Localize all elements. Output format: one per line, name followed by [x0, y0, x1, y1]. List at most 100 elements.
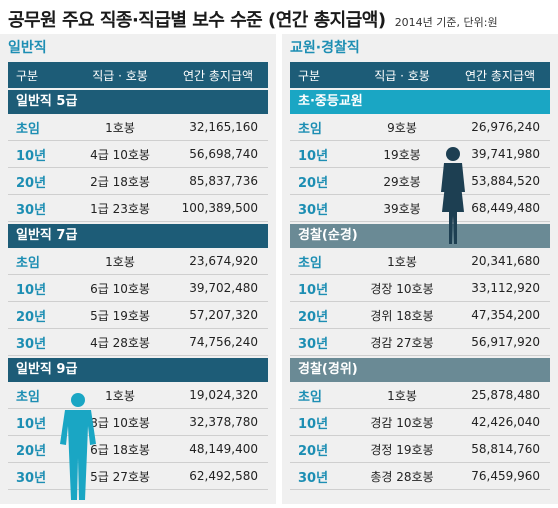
row-amount: 74,756,240	[189, 335, 258, 349]
row-label: 초임	[16, 389, 40, 405]
col-grade: 직급 · 호봉	[374, 68, 430, 83]
table-row: 20년 경위 18호봉 47,354,200	[290, 302, 550, 329]
row-grade: 총경 28호봉	[370, 469, 434, 484]
row-amount: 42,426,040	[471, 415, 540, 429]
table-row: 20년 5급 19호봉 57,207,320	[8, 302, 268, 329]
row-grade: 4급 10호봉	[90, 147, 150, 162]
row-grade: 경정 19호봉	[370, 442, 434, 457]
row-amount: 76,459,960	[471, 469, 540, 483]
row-amount: 20,341,680	[471, 254, 540, 268]
table-row: 초임 1호봉 23,674,920	[8, 248, 268, 275]
row-amount: 53,884,520	[471, 174, 540, 188]
row-grade: 9호봉	[387, 120, 417, 135]
table-row: 10년 19호봉 39,741,980	[290, 141, 550, 168]
row-label: 30년	[16, 470, 47, 486]
row-grade: 5급 27호봉	[90, 469, 150, 484]
row-amount: 39,741,980	[471, 147, 540, 161]
table-row: 30년 39호봉 68,449,480	[290, 195, 550, 222]
table-row: 초임 1호봉 20,341,680	[290, 248, 550, 275]
row-grade: 경위 18호봉	[370, 308, 434, 323]
section-title: 일반직 7급	[8, 224, 268, 248]
row-label: 30년	[298, 202, 329, 218]
table-row: 20년 경정 19호봉 58,814,760	[290, 436, 550, 463]
row-grade: 6급 18호봉	[90, 442, 150, 457]
row-amount: 58,814,760	[471, 442, 540, 456]
header: 공무원 주요 직종·직급별 보수 수준 (연간 총지급액) 2014년 기준, …	[8, 6, 550, 32]
row-grade: 19호봉	[383, 147, 421, 162]
row-amount: 57,207,320	[189, 308, 258, 322]
table-row: 초임 1호봉 19,024,320	[8, 382, 268, 409]
column-header: 구분 직급 · 호봉 연간 총지급액	[290, 62, 550, 88]
row-label: 10년	[16, 282, 47, 298]
row-label: 초임	[298, 121, 322, 137]
row-grade: 8급 10호봉	[90, 415, 150, 430]
table-row: 30년 1급 23호봉 100,389,500	[8, 195, 268, 222]
row-amount: 32,378,780	[189, 415, 258, 429]
row-label: 초임	[298, 255, 322, 271]
row-amount: 32,165,160	[189, 120, 258, 134]
row-label: 20년	[298, 309, 329, 325]
row-label: 30년	[298, 336, 329, 352]
table-row: 10년 6급 10호봉 39,702,480	[8, 275, 268, 302]
row-grade: 29호봉	[383, 174, 421, 189]
businessman-figure-icon	[60, 393, 96, 500]
col-amount: 연간 총지급액	[182, 68, 254, 83]
section-title: 경찰(순경)	[290, 224, 550, 248]
row-grade: 경감 10호봉	[370, 415, 434, 430]
row-amount: 62,492,580	[189, 469, 258, 483]
table-row: 20년 2급 18호봉 85,837,736	[8, 168, 268, 195]
col-amount: 연간 총지급액	[464, 68, 536, 83]
col-grade: 직급 · 호봉	[92, 68, 148, 83]
table-row: 30년 경감 27호봉 56,917,920	[290, 329, 550, 356]
row-grade: 39호봉	[383, 201, 421, 216]
table-row: 10년 경장 10호봉 33,112,920	[290, 275, 550, 302]
row-grade: 1호봉	[387, 254, 417, 269]
row-amount: 19,024,320	[189, 388, 258, 402]
table-row: 30년 5급 27호봉 62,492,580	[8, 463, 268, 490]
col-category: 구분	[16, 68, 39, 83]
row-label: 20년	[298, 175, 329, 191]
businesswoman-figure-icon	[441, 147, 465, 244]
table-row: 10년 경감 10호봉 42,426,040	[290, 409, 550, 436]
row-label: 30년	[298, 470, 329, 486]
section-title: 일반직 5급	[8, 90, 268, 114]
table-row: 30년 4급 28호봉 74,756,240	[8, 329, 268, 356]
panel-title: 일반직	[8, 40, 47, 56]
col-category: 구분	[298, 68, 321, 83]
table-row: 30년 총경 28호봉 76,459,960	[290, 463, 550, 490]
table-row: 20년 29호봉 53,884,520	[290, 168, 550, 195]
row-grade: 경감 27호봉	[370, 335, 434, 350]
table-row: 10년 8급 10호봉 32,378,780	[8, 409, 268, 436]
section-title: 초·중등교원	[290, 90, 550, 114]
row-amount: 26,976,240	[471, 120, 540, 134]
row-label: 10년	[298, 416, 329, 432]
row-amount: 85,837,736	[189, 174, 258, 188]
row-label: 초임	[16, 121, 40, 137]
row-amount: 39,702,480	[189, 281, 258, 295]
row-grade: 5급 19호봉	[90, 308, 150, 323]
row-grade: 1호봉	[105, 120, 135, 135]
table-row: 20년 6급 18호봉 48,149,400	[8, 436, 268, 463]
column-header: 구분 직급 · 호봉 연간 총지급액	[8, 62, 268, 88]
row-grade: 6급 10호봉	[90, 281, 150, 296]
table-row: 초임 1호봉 32,165,160	[8, 114, 268, 141]
row-grade: 1급 23호봉	[90, 201, 150, 216]
row-amount: 47,354,200	[471, 308, 540, 322]
row-amount: 68,449,480	[471, 201, 540, 215]
panel-teacher-police: 교원·경찰직 구분 직급 · 호봉 연간 총지급액 초·중등교원 초임 9호봉 26…	[282, 34, 558, 504]
row-grade: 1호봉	[105, 388, 135, 403]
row-amount: 100,389,500	[181, 201, 258, 215]
row-label: 10년	[298, 148, 329, 164]
row-label: 20년	[16, 309, 47, 325]
row-amount: 33,112,920	[471, 281, 540, 295]
table-row: 초임 9호봉 26,976,240	[290, 114, 550, 141]
row-label: 20년	[298, 443, 329, 459]
row-grade: 경장 10호봉	[370, 281, 434, 296]
row-label: 10년	[298, 282, 329, 298]
row-grade: 4급 28호봉	[90, 335, 150, 350]
page-subtitle: 2014년 기준, 단위:원	[394, 16, 498, 29]
row-amount: 48,149,400	[189, 442, 258, 456]
panel-title: 교원·경찰직	[290, 40, 360, 56]
row-amount: 56,698,740	[189, 147, 258, 161]
panel-general: 일반직 구분 직급 · 호봉 연간 총지급액 일반직 5급 초임 1호봉 32,16…	[0, 34, 276, 504]
